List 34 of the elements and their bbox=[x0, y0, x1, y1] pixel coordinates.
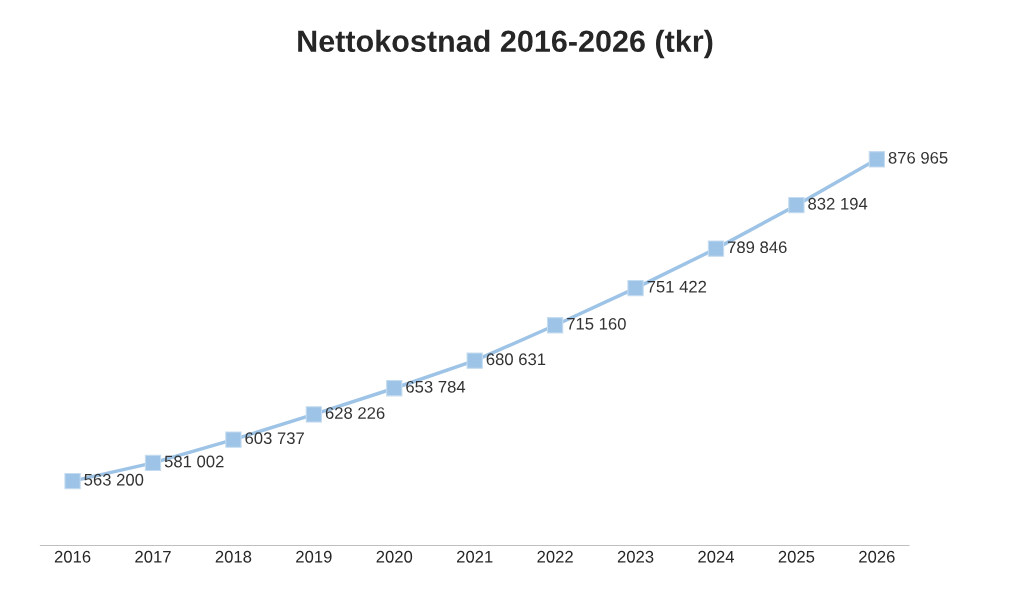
x-tick-label: 2026 bbox=[859, 550, 895, 563]
chart-title: Nettokostnad 2016-2026 (tkr) bbox=[298, 29, 713, 59]
x-tick-label: 2023 bbox=[617, 550, 654, 563]
point bbox=[788, 197, 805, 214]
x-tick-label: 2019 bbox=[296, 550, 332, 563]
point bbox=[707, 240, 725, 257]
data-label: 680 631 bbox=[486, 353, 546, 366]
point bbox=[627, 279, 644, 297]
data-label: 715 160 bbox=[567, 317, 626, 330]
x-tick-label: 2021 bbox=[457, 550, 493, 563]
data-label: 751 422 bbox=[647, 280, 707, 293]
data-label: 563 200 bbox=[84, 473, 144, 486]
point bbox=[466, 352, 483, 369]
x-tick-label: 2024 bbox=[698, 550, 735, 563]
point bbox=[868, 151, 885, 168]
point bbox=[64, 473, 81, 490]
x-tick-label: 2020 bbox=[376, 550, 413, 563]
x-tick-label: 2018 bbox=[215, 550, 252, 563]
data-label: 832 194 bbox=[808, 197, 868, 210]
data-label: 876 965 bbox=[888, 151, 948, 164]
data-label: 789 846 bbox=[727, 241, 787, 254]
x-tick-label: 2016 bbox=[54, 550, 91, 563]
data-label: 603 737 bbox=[245, 432, 304, 445]
point bbox=[546, 317, 564, 334]
x-tick-label: 2017 bbox=[135, 550, 171, 563]
data-label: 653 784 bbox=[406, 380, 466, 393]
x-tick-label: 2025 bbox=[778, 550, 815, 563]
point bbox=[305, 406, 323, 423]
point bbox=[225, 431, 242, 448]
data-label: 581 002 bbox=[164, 455, 224, 468]
point bbox=[386, 380, 403, 397]
data-label: 628 226 bbox=[325, 407, 385, 419]
x-tick-label: 2022 bbox=[537, 550, 573, 563]
point bbox=[144, 454, 162, 472]
